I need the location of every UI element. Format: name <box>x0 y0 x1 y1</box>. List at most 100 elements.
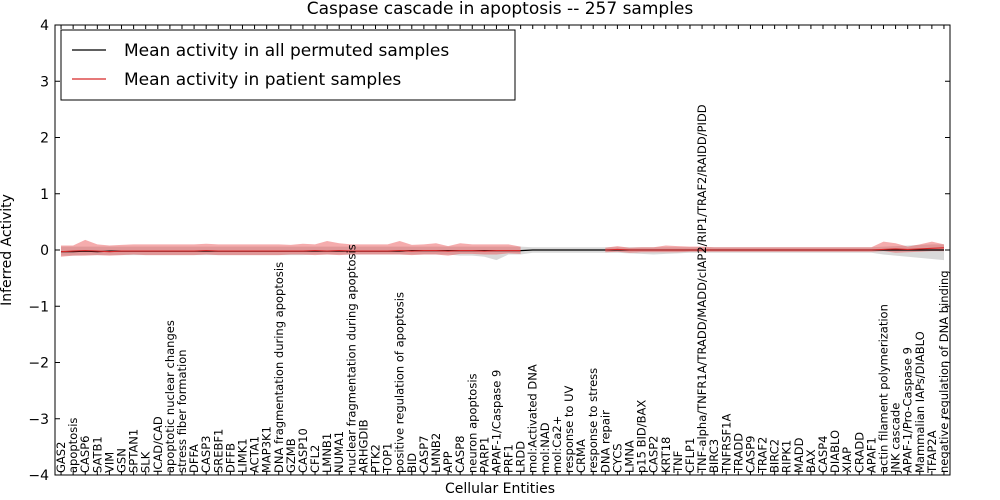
entity-label: SPTAN1 <box>127 429 141 473</box>
entity-label: CASP3 <box>199 436 213 473</box>
entity-label: CYCS <box>610 443 624 473</box>
y-tick-label: 0 <box>40 243 49 259</box>
entity-label: neuron apoptosis <box>465 373 479 473</box>
entity-label: CASP8 <box>453 436 467 473</box>
entity-label: DFFB <box>223 443 237 473</box>
y-tick-label: −2 <box>28 356 49 372</box>
lines-layer <box>60 247 945 253</box>
entity-label: BIRC2 <box>768 439 782 473</box>
entity-label: CASP10 <box>296 428 310 473</box>
line-patient-0 <box>60 250 521 253</box>
entity-label: DNA repair <box>598 410 612 473</box>
entity-label: Mammalian IAPs/DIABLO <box>913 331 927 473</box>
entity-labels: GAS2apoptosisCASP6SATB1VIMGSNSPTAN1SLKIC… <box>54 104 951 474</box>
entity-label: mol:Ca2+ <box>550 416 564 473</box>
entity-label: APAF-1/Pro-Caspase 9 <box>901 347 915 473</box>
y-tick-label: −3 <box>28 412 49 428</box>
entity-label: TRAF2 <box>756 437 770 474</box>
entity-label: ICAD/CAD <box>151 416 165 473</box>
y-tick-label: 4 <box>40 18 49 34</box>
entity-label: PRF1 <box>502 444 516 473</box>
entity-label: actin filament polymerization <box>877 304 891 473</box>
entity-label: CASP4 <box>816 436 830 473</box>
entity-label: APAF-1/Caspase 9 <box>490 370 504 473</box>
chart-title: Caspase cascade in apoptosis -- 257 samp… <box>307 0 694 19</box>
entity-label: MADD <box>792 437 806 473</box>
entity-label: GSN <box>115 448 129 473</box>
entity-label: negative regulation of DNA binding <box>937 270 951 473</box>
entity-label: CRMA <box>574 439 588 473</box>
entity-label: nuclear fragmentation during apoptosis <box>344 244 358 473</box>
y-tick-label: 1 <box>40 187 49 203</box>
y-tick-label: 3 <box>40 74 49 90</box>
entity-label: DNA fragmentation during apoptosis <box>272 262 286 473</box>
y-tick-label: 2 <box>40 131 49 147</box>
entity-label: BID <box>405 453 419 473</box>
entity-label: KRT18 <box>659 437 673 473</box>
entity-label: CFL2 <box>308 445 322 473</box>
entity-label: SLK <box>139 451 153 473</box>
entity-label: NUMA1 <box>332 431 346 473</box>
entity-label: response to stress <box>586 368 600 473</box>
y-axis: −4 −3 −2 −1 0 1 2 3 4 <box>28 18 950 484</box>
entity-label: MAP3K1 <box>260 426 274 473</box>
x-axis-title: Cellular Entities <box>445 481 555 497</box>
entity-label: GAS2 <box>54 442 68 473</box>
entity-label: ARHGDIB <box>356 419 370 473</box>
entity-label: TFAP2A <box>925 430 939 474</box>
entity-label: APP <box>441 451 455 473</box>
entity-label: VIM <box>102 452 116 473</box>
entity-label: ACTA1 <box>248 436 262 473</box>
entity-label: LMNB2 <box>429 433 443 473</box>
entity-label: LIMK1 <box>236 438 250 473</box>
entity-label: JNK cascade <box>889 403 903 474</box>
band-patient-0 <box>61 239 521 257</box>
entity-label: CRADD <box>852 432 866 473</box>
entity-label: SREBF1 <box>211 429 225 473</box>
entity-label: XIAP <box>840 447 854 473</box>
entity-label: GZMB <box>284 438 298 473</box>
y-axis-title: Inferred Activity <box>0 194 15 306</box>
band-permuted-0 <box>61 244 944 261</box>
entity-label: response to UV <box>562 385 576 473</box>
entity-label: p15 BID/BAX <box>635 400 649 473</box>
entity-label: positive regulation of apoptosis <box>393 292 407 473</box>
entity-label: TOP1 <box>381 443 395 474</box>
line-patient-1 <box>605 247 945 251</box>
entity-label: CASP7 <box>417 436 431 473</box>
entity-label: BAX <box>804 449 818 473</box>
entity-label: SATB1 <box>90 436 104 473</box>
legend-label-patient: Mean activity in patient samples <box>124 70 401 90</box>
entity-label: TNF-alpha/TNFR1A/TRADD/MADD/cIAP2/RIP1/T… <box>695 104 709 474</box>
entity-label: DFFA <box>187 444 201 473</box>
entity-label: TRADD <box>731 433 745 474</box>
entity-label: PARP1 <box>477 437 491 473</box>
entity-label: LMNB1 <box>320 433 334 473</box>
y-tick-label: −1 <box>28 299 49 315</box>
entity-label: CFLP1 <box>683 438 697 473</box>
x-axis <box>60 25 945 475</box>
y-tick-label: −4 <box>28 468 49 484</box>
entity-label: mol:NAD <box>538 422 552 473</box>
band-patient-1 <box>605 241 944 253</box>
entity-label: CASP9 <box>743 436 757 473</box>
entity-label: LMNA <box>623 440 637 473</box>
legend-label-permuted: Mean activity in all permuted samples <box>124 41 449 61</box>
entity-label: APAF1 <box>864 437 878 473</box>
entity-label: TNFRSF1A <box>719 414 733 474</box>
entity-label: mol:Activated DNA <box>526 364 540 473</box>
legend: Mean activity in all permuted samples Me… <box>60 29 516 101</box>
entity-label: stress fiber formation <box>175 349 189 473</box>
entity-label: CASP2 <box>647 436 661 473</box>
entity-label: apoptosis <box>66 418 80 473</box>
entity-label: apoptotic nuclear changes <box>163 320 177 473</box>
entity-label: PTK2 <box>369 444 383 473</box>
legend-box <box>60 29 516 101</box>
entity-label: CASP6 <box>78 436 92 473</box>
entity-label: LRDD <box>514 441 528 473</box>
entity-label: DIABLO <box>828 430 842 473</box>
entity-label: RIPK1 <box>780 440 794 473</box>
entity-label: BIRC3 <box>707 439 721 473</box>
entity-label: TNF <box>671 451 685 474</box>
